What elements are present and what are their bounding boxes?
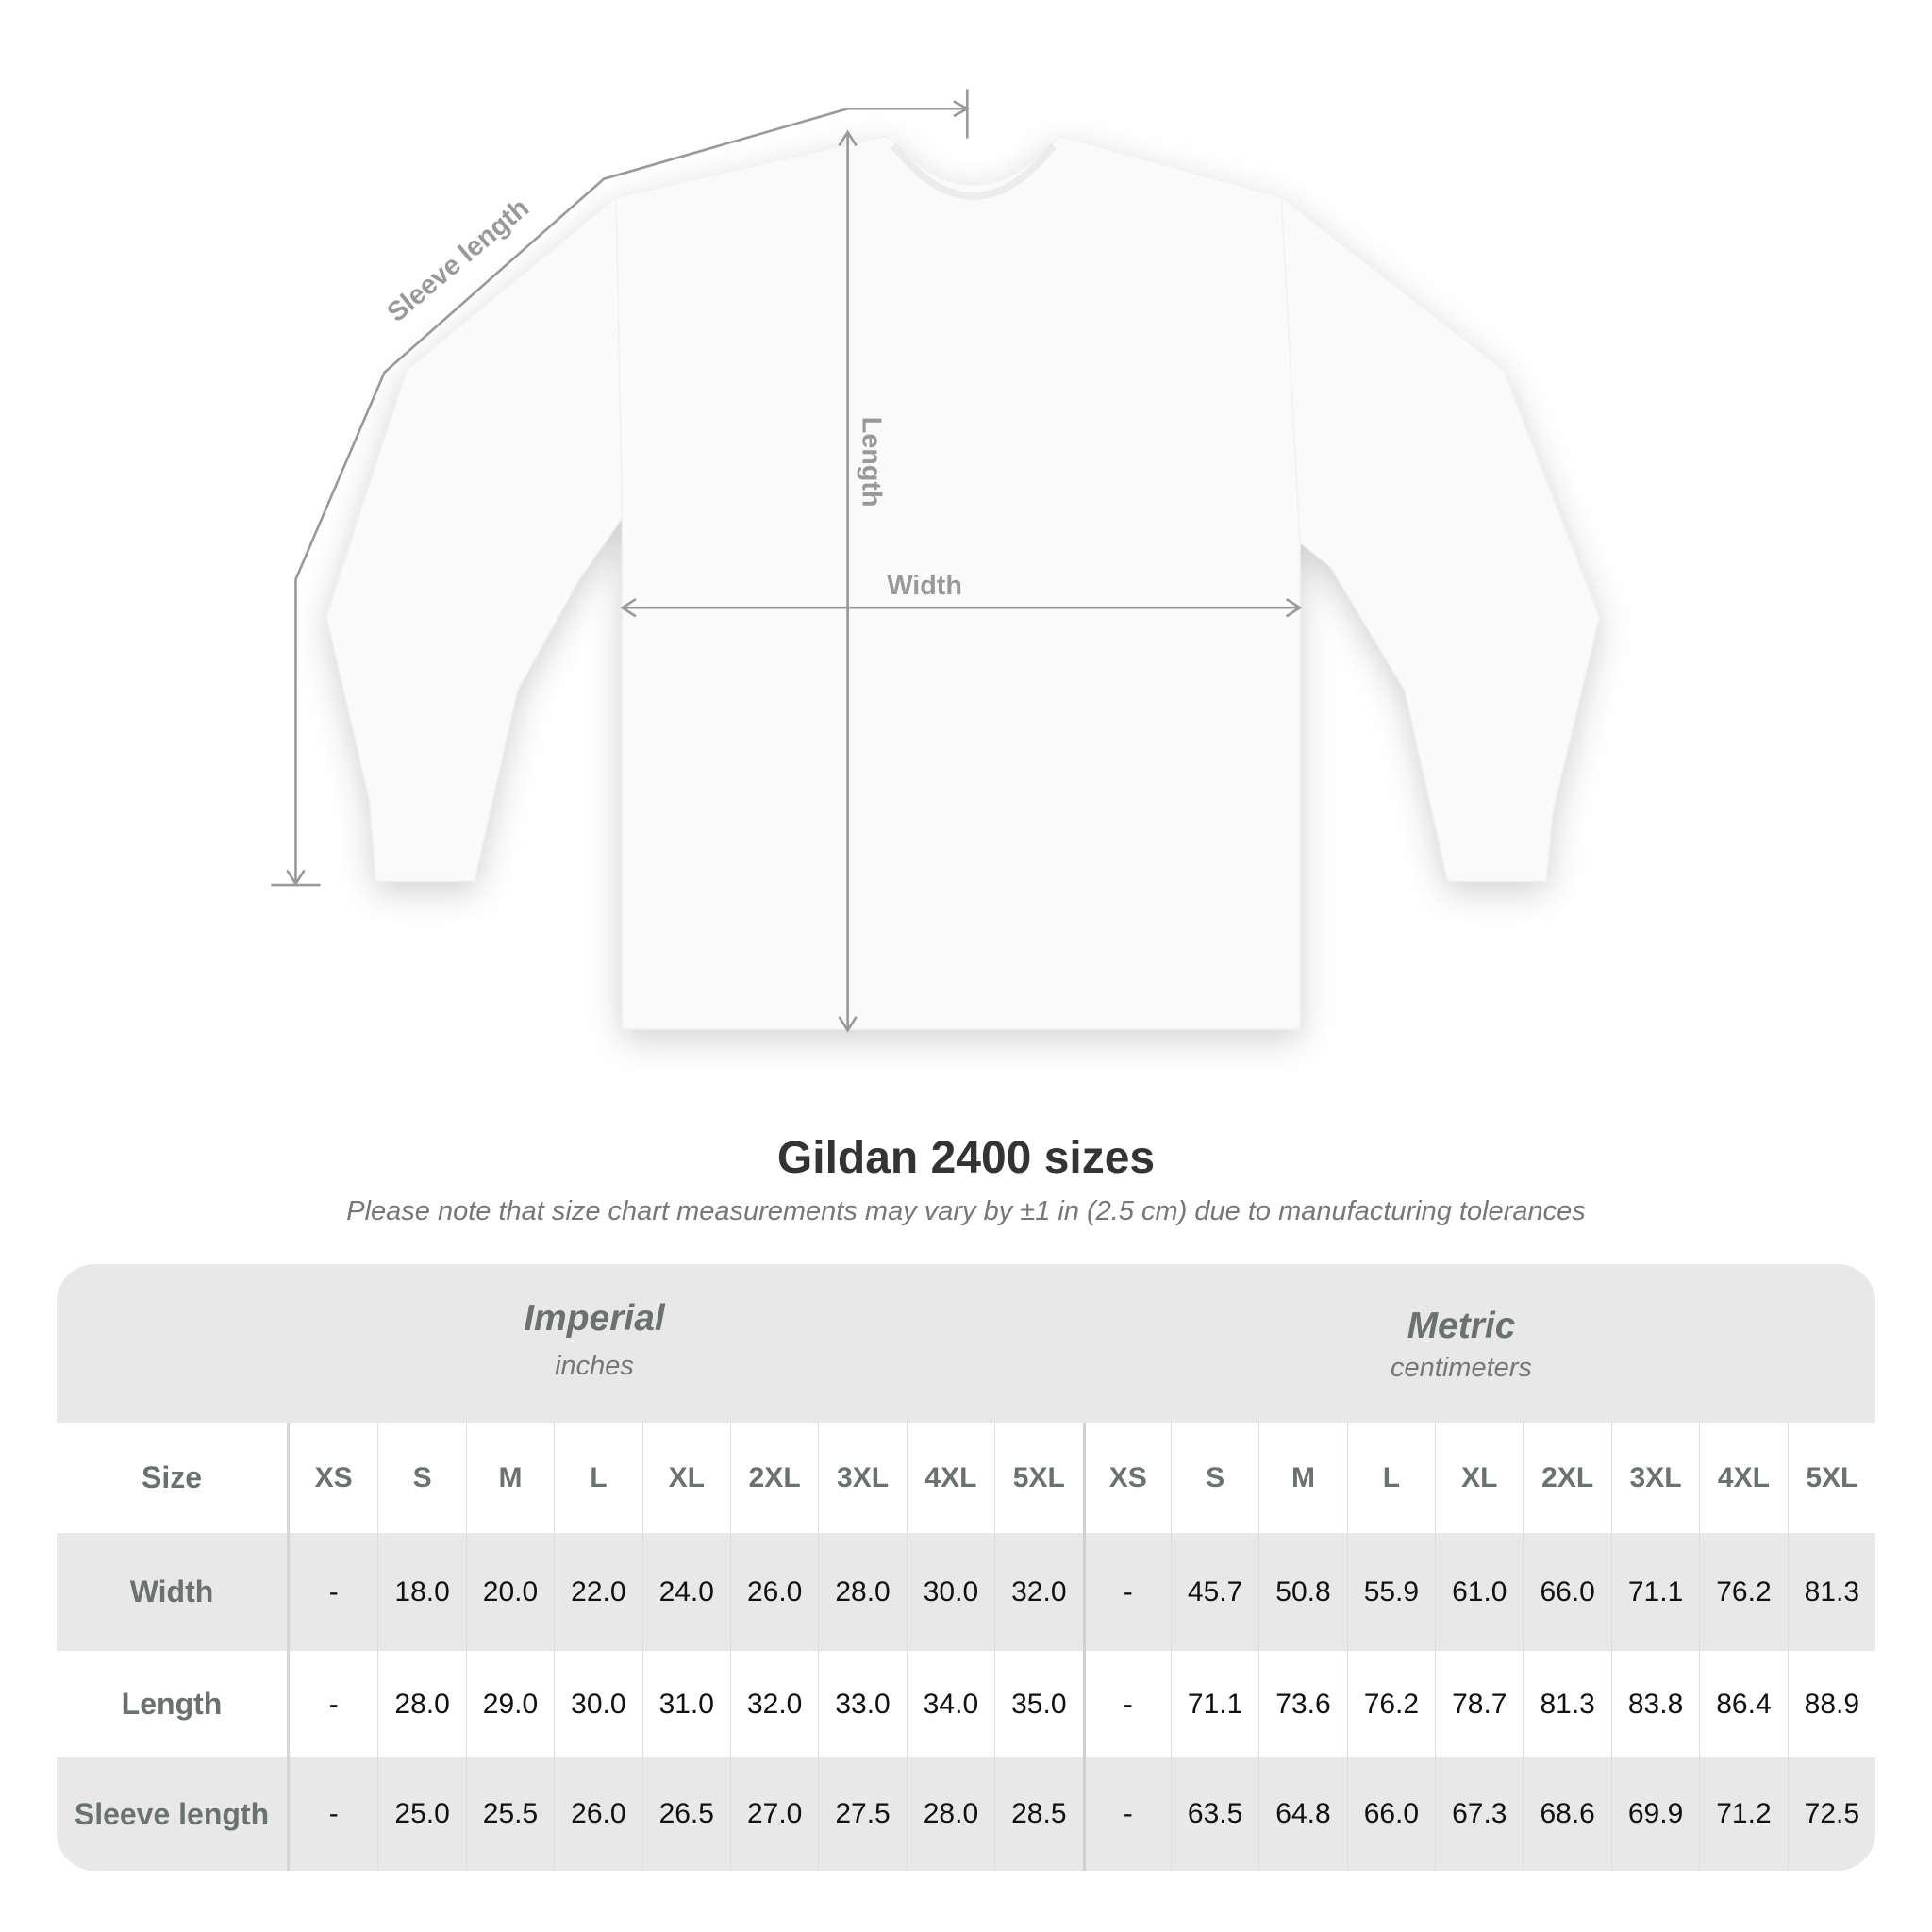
value-cell: 32.0	[729, 1651, 818, 1757]
value-cell: 31.0	[641, 1651, 730, 1757]
value-cell: 73.6	[1258, 1651, 1346, 1757]
value-cell: 71.1	[1170, 1651, 1258, 1757]
metric-header: Metric centimeters	[1178, 1306, 1744, 1384]
value-cell: 30.0	[906, 1533, 994, 1651]
value-cell: -	[328, 1798, 339, 1829]
value-cell: -	[1082, 1651, 1171, 1757]
size-header-cell: 4XL	[1699, 1423, 1787, 1533]
row-label: Size	[57, 1423, 290, 1533]
value-cell: 66.0	[1346, 1757, 1435, 1871]
value-cell: 63.5	[1170, 1757, 1258, 1871]
value-cell: 30.0	[554, 1651, 641, 1757]
value-cell: 86.4	[1699, 1651, 1787, 1757]
tolerance-note: Please note that size chart measurements…	[346, 1196, 1586, 1226]
imperial-header: Imperial inches	[311, 1298, 877, 1382]
value-cell: 71.2	[1699, 1757, 1787, 1871]
size-header-cell: S	[377, 1423, 465, 1533]
value-cell: 81.3	[1787, 1533, 1875, 1651]
value-cell: 32.0	[994, 1533, 1082, 1651]
value-cell: 64.8	[1258, 1757, 1346, 1871]
size-header-cell: 4XL	[906, 1423, 994, 1533]
imperial-title: Imperial	[524, 1298, 665, 1339]
measurement-lines	[271, 89, 1303, 1033]
value-cell: 25.5	[465, 1757, 554, 1871]
value-cell: 33.0	[818, 1651, 906, 1757]
value-cell: 50.8	[1258, 1533, 1346, 1651]
shirt-diagram: Sleeve length Length Width	[271, 89, 1601, 1033]
table-row: Sleeve length -25.0 25.5 26.0 26.5 27.0 27.5 28…	[57, 1757, 1875, 1871]
value-cell: 76.2	[1346, 1651, 1435, 1757]
size-header-cell: 5XL	[1787, 1423, 1875, 1533]
value-cell: 20.0	[465, 1533, 554, 1651]
imperial-unit: inches	[555, 1351, 634, 1381]
size-header-cell: 2XL	[729, 1423, 818, 1533]
value-cell: 26.0	[554, 1757, 641, 1871]
table-row: Length -28.0 29.0 30.0 31.0 32.0 33.0 34.0 35.0-…	[57, 1651, 1875, 1757]
value-cell: 78.7	[1435, 1651, 1523, 1757]
size-header-cell: XS	[1082, 1423, 1171, 1533]
value-cell: -	[1082, 1757, 1171, 1871]
value-cell: 66.0	[1523, 1533, 1610, 1651]
value-cell: 88.9	[1787, 1651, 1875, 1757]
row-label: Length	[57, 1651, 290, 1757]
width-label: Width	[887, 571, 961, 601]
value-cell: 35.0	[994, 1651, 1082, 1757]
value-cell: 27.5	[818, 1757, 906, 1871]
value-cell: 28.0	[906, 1757, 994, 1871]
page-title: Gildan 2400 sizes	[776, 1133, 1156, 1183]
size-header-cell: 3XL	[818, 1423, 906, 1533]
value-cell: -	[328, 1575, 339, 1607]
value-cell: 69.9	[1610, 1757, 1699, 1871]
value-cell: 81.3	[1523, 1651, 1610, 1757]
value-cell: 24.0	[641, 1533, 730, 1651]
value-cell: 22.0	[554, 1533, 641, 1651]
size-header-cell: 3XL	[1610, 1423, 1699, 1533]
value-cell: 28.5	[994, 1757, 1082, 1871]
value-cell: 76.2	[1699, 1533, 1787, 1651]
size-header-cell: L	[1346, 1423, 1435, 1533]
value-cell: 67.3	[1435, 1757, 1523, 1871]
size-header-cell: 5XL	[994, 1423, 1082, 1533]
table-row: Width -18.0 20.0 22.0 24.0 26.0 28.0 30.0 32.0-4…	[57, 1533, 1875, 1651]
shirt-illustration	[325, 135, 1601, 1030]
value-cell: 34.0	[906, 1651, 994, 1757]
value-cell: 28.0	[818, 1533, 906, 1651]
value-cell: -	[1082, 1533, 1171, 1651]
length-label: Length	[856, 417, 886, 508]
value-cell: 55.9	[1346, 1533, 1435, 1651]
value-cell: 29.0	[465, 1651, 554, 1757]
size-header-cell: M	[465, 1423, 554, 1533]
value-cell: -	[328, 1688, 339, 1720]
size-header-cell: XL	[1435, 1423, 1523, 1533]
metric-title: Metric	[1407, 1306, 1516, 1346]
value-cell: 83.8	[1610, 1651, 1699, 1757]
value-cell: 26.5	[641, 1757, 730, 1871]
size-header-cell: XS	[314, 1461, 353, 1493]
value-cell: 27.0	[729, 1757, 818, 1871]
row-label: Width	[57, 1533, 290, 1651]
size-table: Imperial inches Metric centimeters Size X…	[57, 1264, 1875, 1871]
size-header-cell: 2XL	[1523, 1423, 1610, 1533]
value-cell: 25.0	[377, 1757, 465, 1871]
value-cell: 28.0	[377, 1651, 465, 1757]
size-header-row: Size XS S M L XL 2XL 3XL 4XL 5XL XS S M L XL 2XL 3XL 4XL 5…	[57, 1423, 1875, 1533]
value-cell: 61.0	[1435, 1533, 1523, 1651]
value-cell: 18.0	[377, 1533, 465, 1651]
value-cell: 72.5	[1787, 1757, 1875, 1871]
value-cell: 26.0	[729, 1533, 818, 1651]
size-header-cell: XL	[641, 1423, 730, 1533]
size-header-cell: M	[1258, 1423, 1346, 1533]
metric-unit: centimeters	[1391, 1353, 1532, 1383]
size-header-cell: L	[554, 1423, 641, 1533]
row-label: Sleeve length	[57, 1757, 290, 1871]
size-header-cell: S	[1170, 1423, 1258, 1533]
value-cell: 45.7	[1170, 1533, 1258, 1651]
value-cell: 71.1	[1610, 1533, 1699, 1651]
value-cell: 68.6	[1523, 1757, 1610, 1871]
